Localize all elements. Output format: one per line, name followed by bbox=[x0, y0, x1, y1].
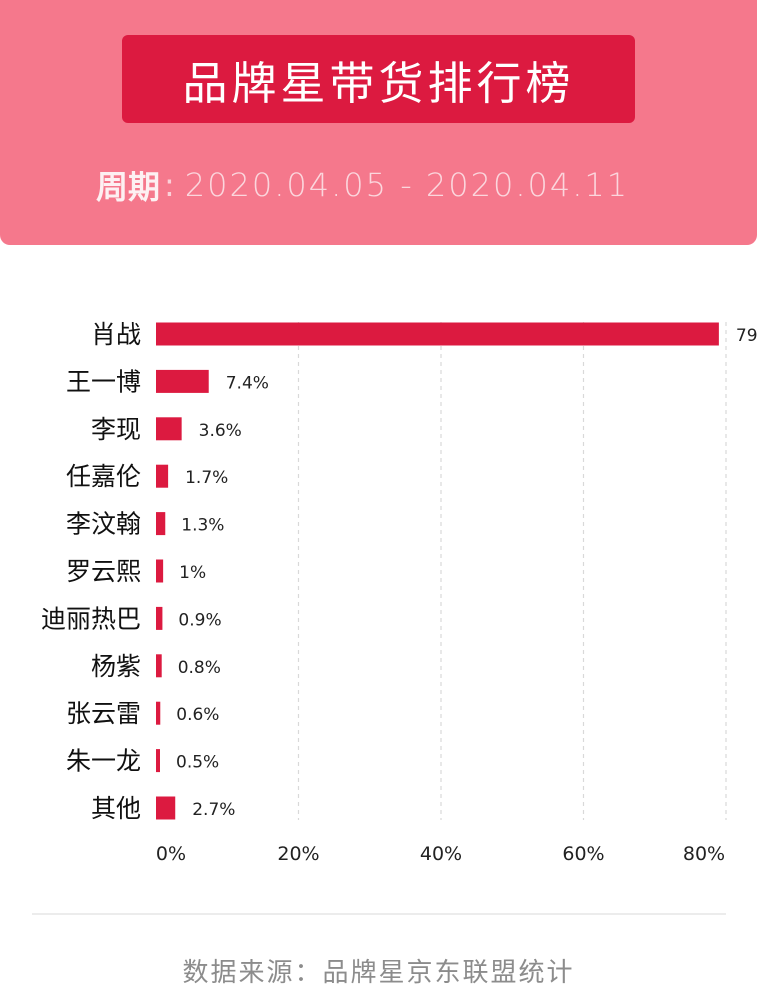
value-label: 3.6% bbox=[199, 421, 242, 441]
bar bbox=[156, 606, 163, 630]
value-label: 79 bbox=[736, 326, 757, 346]
category-label: 李现 bbox=[91, 415, 141, 444]
x-tick-label: 20% bbox=[277, 843, 319, 865]
category-label: 任嘉伦 bbox=[66, 462, 141, 491]
divider bbox=[32, 913, 726, 915]
value-label: 1% bbox=[179, 563, 206, 583]
x-axis-ticks: 0% 20% 40% 60% 80% bbox=[156, 843, 725, 865]
bar bbox=[156, 654, 162, 678]
bar bbox=[156, 701, 161, 725]
data-source-note: 数据来源：品牌星京东联盟统计 bbox=[182, 958, 575, 988]
value-labels: 79 7.4% 3.6% 1.7% 1.3% 1% 0.9% 0.8% 0.6% 0.5% 2.7% bbox=[176, 326, 757, 820]
category-label: 迪丽热巴 bbox=[41, 604, 141, 633]
bar bbox=[156, 796, 176, 820]
bars bbox=[156, 322, 719, 820]
category-label: 朱一龙 bbox=[66, 747, 141, 776]
x-tick-label: 0% bbox=[156, 843, 186, 865]
value-label: 0.9% bbox=[178, 610, 221, 630]
period-label: 周期 bbox=[96, 168, 161, 206]
header-banner: 品牌星带货排行榜 周期 : 2020.04.05 - 2020.04.11 bbox=[0, 0, 757, 245]
grid-lines bbox=[297, 322, 727, 820]
bar bbox=[156, 369, 209, 393]
value-label: 0.6% bbox=[176, 705, 219, 725]
value-label: 7.4% bbox=[226, 373, 269, 393]
value-label: 0.8% bbox=[178, 658, 221, 678]
bar bbox=[156, 322, 719, 346]
category-label: 罗云熙 bbox=[66, 557, 141, 586]
x-tick-label: 40% bbox=[420, 843, 462, 865]
value-label: 0.5% bbox=[176, 753, 219, 773]
value-label: 1.3% bbox=[181, 516, 224, 536]
bar bbox=[156, 464, 169, 488]
chart-title: 品牌星带货排行榜 bbox=[122, 35, 635, 123]
category-label: 张云雷 bbox=[66, 699, 141, 728]
category-label: 其他 bbox=[91, 794, 141, 823]
period-separator: : bbox=[164, 166, 175, 204]
x-tick-label: 60% bbox=[562, 843, 604, 865]
value-label: 1.7% bbox=[185, 468, 228, 488]
period-line: 周期 : 2020.04.05 - 2020.04.11 bbox=[96, 163, 629, 207]
category-label: 王一博 bbox=[66, 367, 141, 396]
x-tick-label: 80% bbox=[683, 843, 725, 865]
value-label: 2.7% bbox=[192, 800, 235, 820]
bar bbox=[156, 559, 164, 583]
category-label: 杨紫 bbox=[91, 652, 141, 681]
period-value: 2020.04.05 - 2020.04.11 bbox=[184, 166, 630, 204]
bar bbox=[156, 512, 166, 536]
category-label: 肖战 bbox=[91, 320, 141, 349]
category-label: 李汶翰 bbox=[66, 510, 141, 539]
bar bbox=[156, 417, 182, 441]
bar bbox=[156, 749, 160, 773]
